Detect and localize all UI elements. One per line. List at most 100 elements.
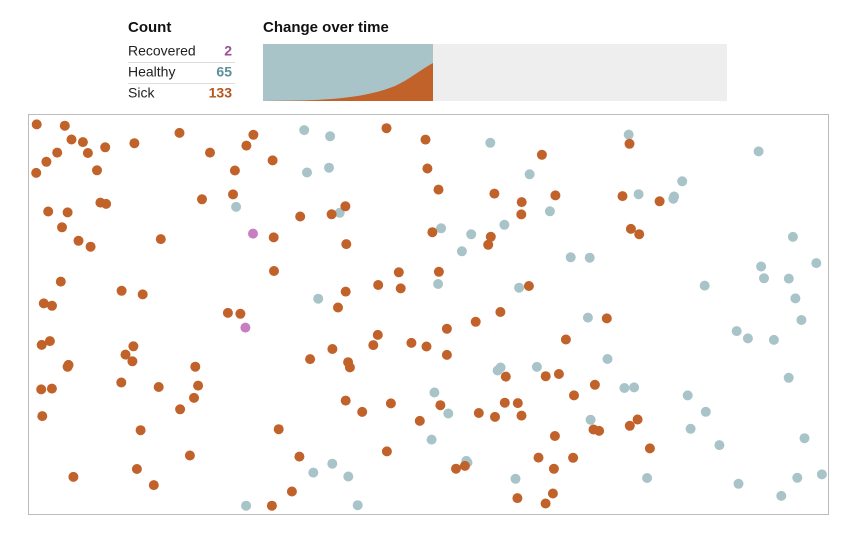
person xyxy=(435,400,446,411)
person xyxy=(385,398,396,409)
person xyxy=(617,191,628,202)
person xyxy=(116,377,127,388)
person xyxy=(82,148,93,158)
count-title: Count xyxy=(128,19,171,36)
row-label: Healthy xyxy=(128,64,175,80)
person xyxy=(266,500,277,511)
person xyxy=(624,138,635,149)
person xyxy=(512,398,523,409)
person xyxy=(273,424,284,435)
person xyxy=(714,440,725,451)
person xyxy=(799,433,810,444)
person xyxy=(326,209,337,220)
person xyxy=(441,323,452,334)
person xyxy=(489,188,500,199)
person xyxy=(516,197,527,208)
person xyxy=(46,383,57,394)
person xyxy=(313,293,324,304)
person xyxy=(193,380,204,391)
person xyxy=(516,209,527,220)
person xyxy=(36,339,47,350)
person xyxy=(427,227,438,238)
person xyxy=(116,285,127,296)
person xyxy=(153,382,164,392)
person xyxy=(85,241,96,252)
person xyxy=(633,189,644,200)
person xyxy=(523,281,534,291)
person xyxy=(731,326,742,337)
person xyxy=(441,349,452,360)
area-chart xyxy=(263,44,727,101)
person xyxy=(533,452,544,463)
person xyxy=(127,356,138,367)
person xyxy=(549,431,560,441)
person xyxy=(55,276,66,287)
person xyxy=(589,379,600,390)
row-label: Recovered xyxy=(128,43,196,59)
person xyxy=(44,336,55,347)
person xyxy=(642,473,653,483)
person xyxy=(174,127,185,138)
person xyxy=(500,371,511,382)
person xyxy=(43,206,54,217)
person xyxy=(381,446,392,457)
person xyxy=(540,371,551,382)
person xyxy=(685,423,696,434)
person xyxy=(634,229,645,240)
person xyxy=(327,458,338,469)
person xyxy=(632,414,643,425)
person xyxy=(47,300,57,311)
person xyxy=(240,322,251,333)
person xyxy=(796,315,807,325)
person xyxy=(341,239,352,250)
person xyxy=(393,267,404,278)
person xyxy=(547,488,558,499)
person xyxy=(148,480,159,491)
person xyxy=(95,197,106,208)
person xyxy=(302,167,312,178)
person xyxy=(267,155,278,166)
people xyxy=(31,119,827,511)
person xyxy=(787,231,798,242)
person xyxy=(485,137,496,148)
person xyxy=(286,486,297,497)
person xyxy=(229,165,240,176)
person xyxy=(406,337,417,348)
person xyxy=(305,354,316,365)
person xyxy=(816,469,827,480)
person xyxy=(540,498,551,509)
sick-area xyxy=(263,63,433,101)
person xyxy=(155,234,166,245)
person xyxy=(37,411,48,422)
person xyxy=(137,289,148,300)
row-value: 2 xyxy=(224,43,232,59)
person xyxy=(516,410,527,421)
person xyxy=(422,163,433,174)
person xyxy=(241,140,252,151)
person xyxy=(553,369,564,379)
person xyxy=(135,425,146,436)
person xyxy=(700,406,711,417)
person xyxy=(248,228,258,239)
person xyxy=(38,298,49,309)
person xyxy=(429,387,440,398)
person xyxy=(569,390,579,401)
person xyxy=(623,129,634,140)
person xyxy=(499,219,510,230)
person xyxy=(414,415,425,426)
person xyxy=(644,443,655,454)
person xyxy=(340,201,351,212)
person xyxy=(699,280,710,291)
person xyxy=(189,392,199,403)
person xyxy=(324,162,334,173)
person xyxy=(62,361,73,372)
person xyxy=(368,340,379,351)
person xyxy=(560,334,571,345)
person xyxy=(783,372,794,383)
person xyxy=(373,280,384,290)
person xyxy=(100,142,111,153)
person xyxy=(601,313,612,324)
person xyxy=(308,467,319,478)
person xyxy=(120,349,131,360)
